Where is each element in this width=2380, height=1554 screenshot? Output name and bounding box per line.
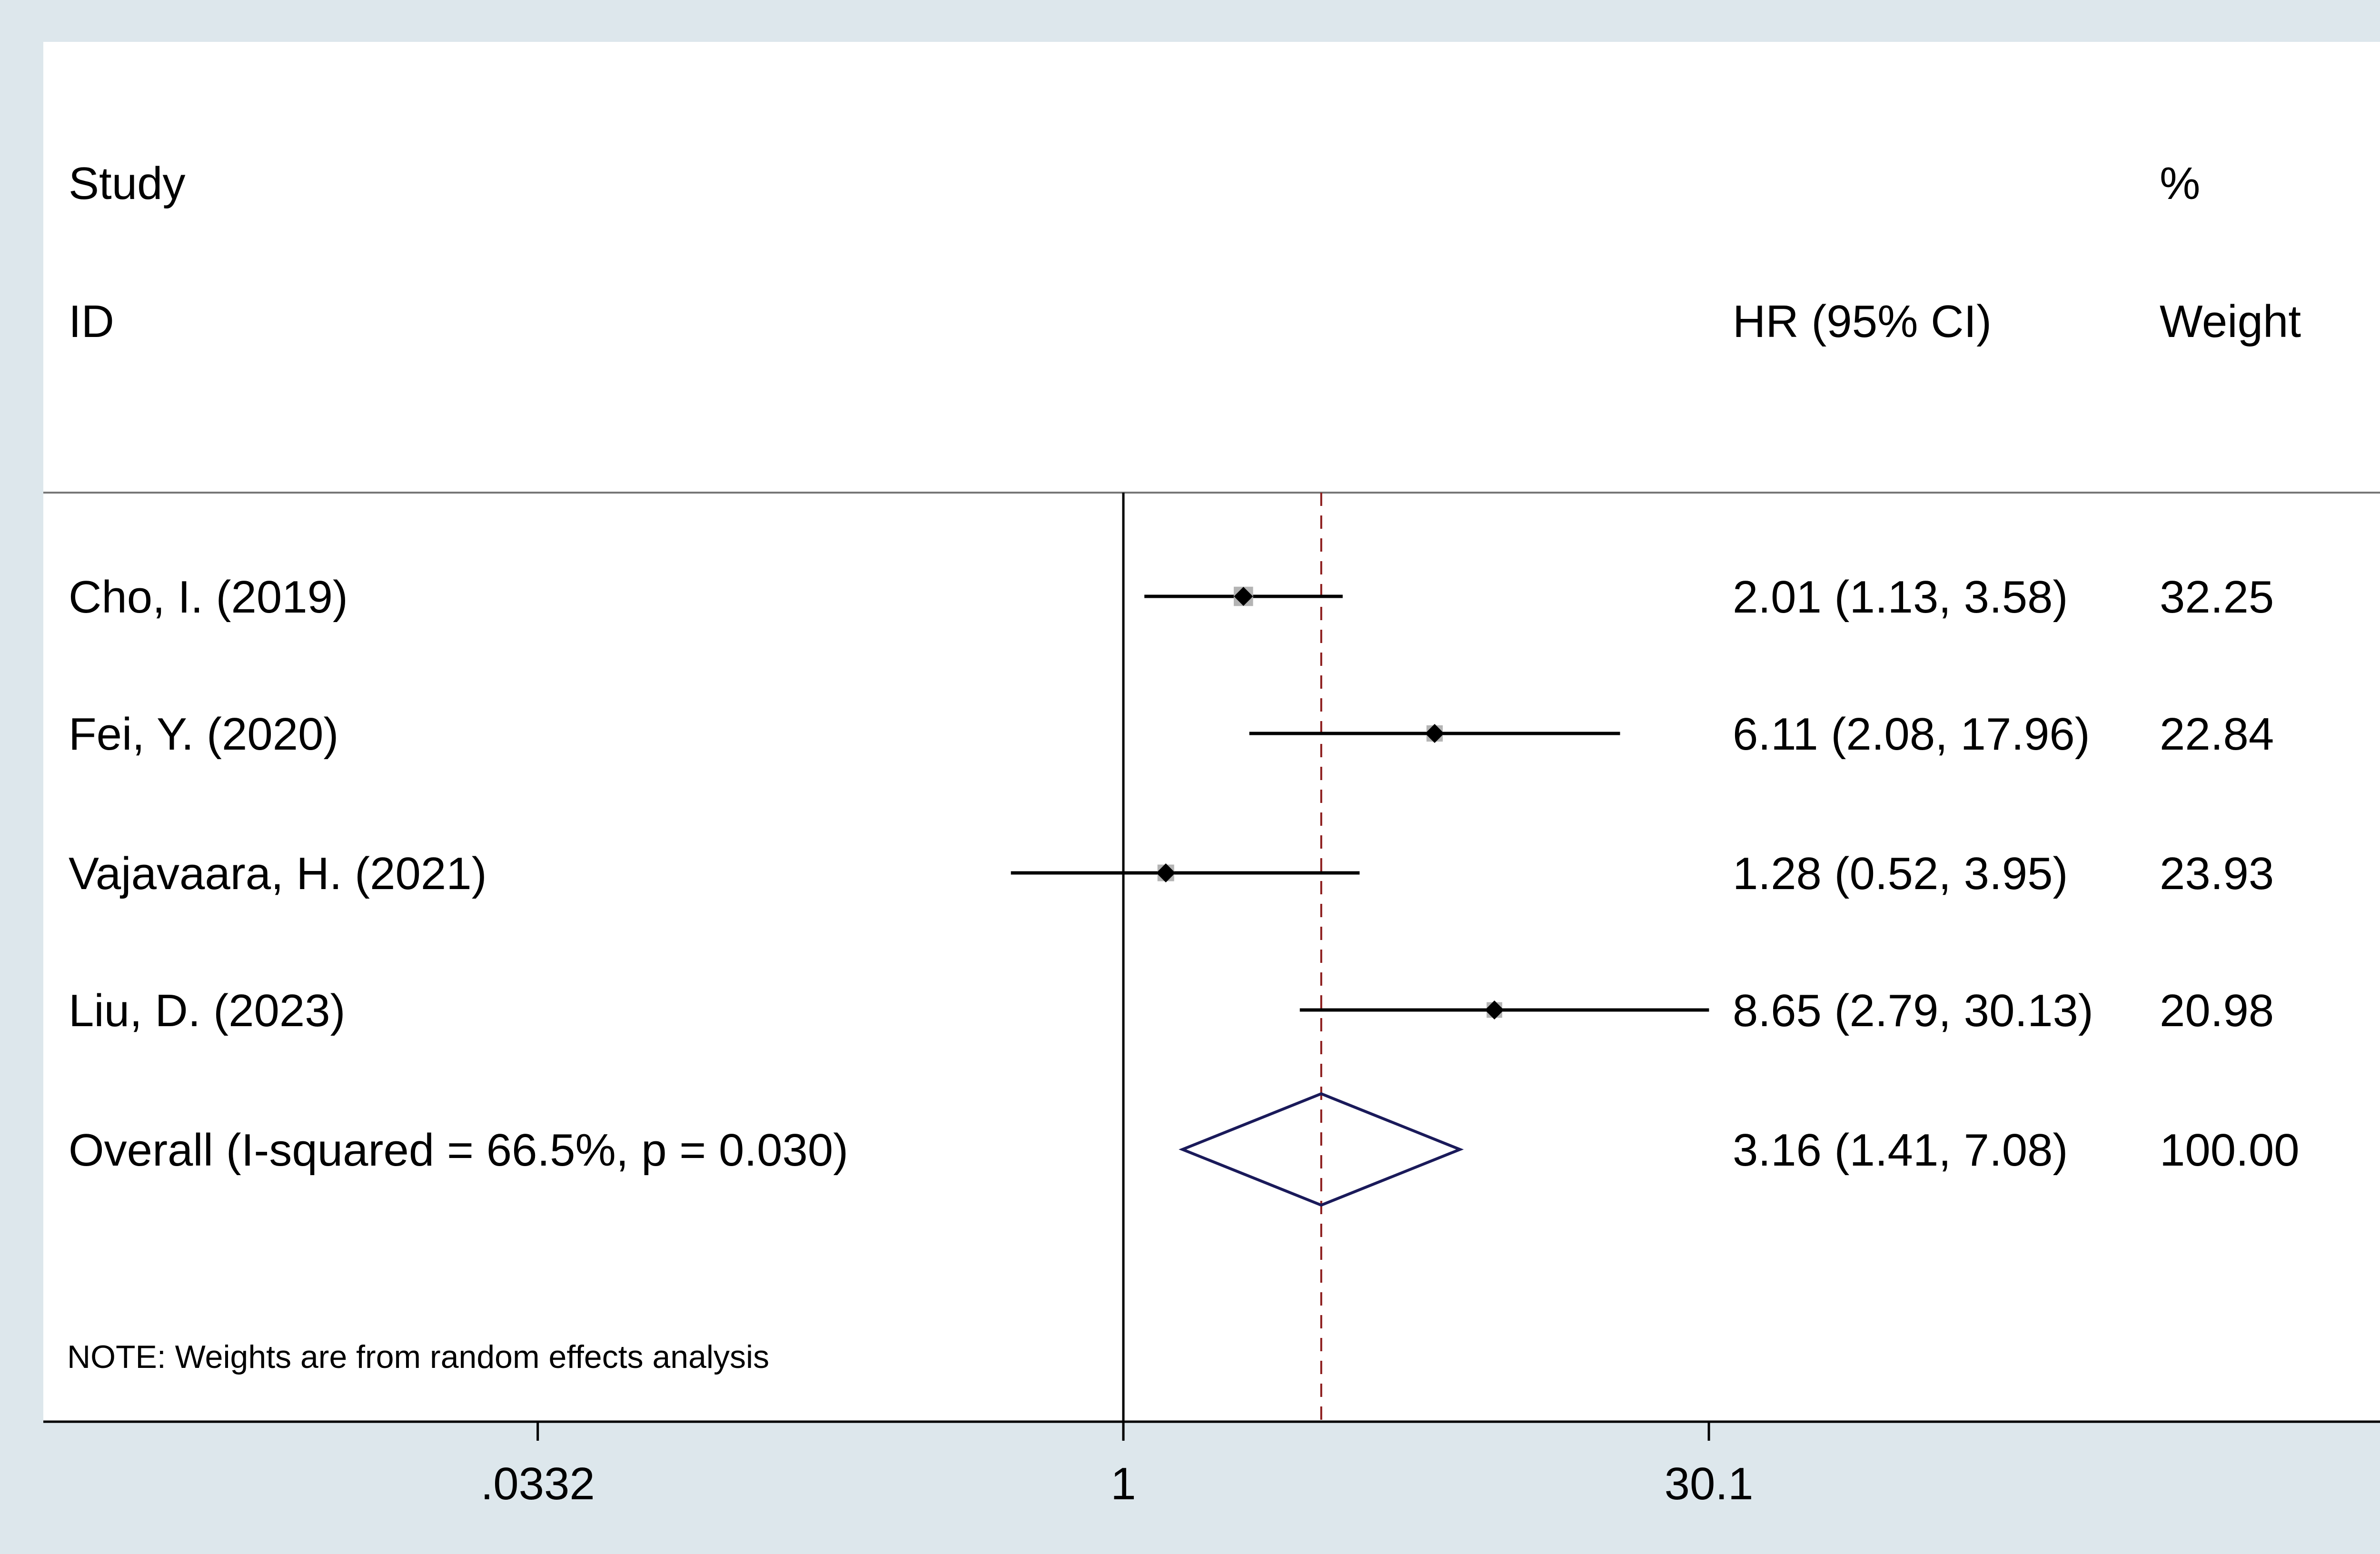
hr-ci-text: 6.11 (2.08, 17.96) xyxy=(1733,709,2090,760)
header-percent: % xyxy=(2160,158,2200,209)
point-estimate xyxy=(1485,1000,1504,1020)
weight-text: 23.93 xyxy=(2160,848,2274,899)
study-label: Liu, D. (2023) xyxy=(69,985,346,1036)
study-row: Liu, D. (2023) 8.65 (2.79, 30.13) 20.98 xyxy=(69,985,2274,1036)
x-tick-label: .0332 xyxy=(481,1458,595,1509)
footnote: NOTE: Weights are from random effects an… xyxy=(67,1339,769,1375)
header-id: ID xyxy=(69,296,114,347)
hr-ci-text: 8.65 (2.79, 30.13) xyxy=(1733,985,2093,1036)
study-label: Vajavaara, H. (2021) xyxy=(69,848,487,899)
study-row: Cho, I. (2019) 2.01 (1.13, 3.58) 32.25 xyxy=(69,572,2274,623)
weight-text: 20.98 xyxy=(2160,985,2274,1036)
header-weight: Weight xyxy=(2160,296,2301,347)
hr-ci-text: 1.28 (0.52, 3.95) xyxy=(1733,848,2068,899)
overall-hr-text: 3.16 (1.41, 7.08) xyxy=(1733,1125,2068,1176)
point-estimate xyxy=(1156,863,1176,882)
overall-label: Overall (I-squared = 66.5%, p = 0.030) xyxy=(69,1125,848,1176)
overall-diamond xyxy=(1179,1092,1464,1207)
point-estimate xyxy=(1234,587,1253,606)
hr-ci-text: 2.01 (1.13, 3.58) xyxy=(1733,572,2068,623)
study-label: Cho, I. (2019) xyxy=(69,572,348,623)
weight-text: 32.25 xyxy=(2160,572,2274,623)
overall-weight-text: 100.00 xyxy=(2160,1125,2300,1176)
x-tick-label: 1 xyxy=(1111,1458,1136,1509)
study-row: Fei, Y. (2020) 6.11 (2.08, 17.96) 22.84 xyxy=(69,709,2274,760)
x-tick-label: 30.1 xyxy=(1665,1458,1754,1509)
weight-text: 22.84 xyxy=(2160,709,2274,760)
study-row: Vajavaara, H. (2021) 1.28 (0.52, 3.95) 23.… xyxy=(69,848,2274,899)
header-study: Study xyxy=(69,158,185,209)
overall-row: Overall (I-squared = 66.5%, p = 0.030) 3.… xyxy=(69,1092,2300,1207)
x-axis: .0332 1 30.1 xyxy=(43,1420,2380,1509)
plot-panel xyxy=(43,42,2380,1422)
study-label: Fei, Y. (2020) xyxy=(69,709,338,760)
study-rows: Cho, I. (2019) 2.01 (1.13, 3.58) 32.25 Fei,… xyxy=(69,493,2300,1422)
header-hr: HR (95% CI) xyxy=(1733,296,1992,347)
point-estimate xyxy=(1425,724,1444,743)
